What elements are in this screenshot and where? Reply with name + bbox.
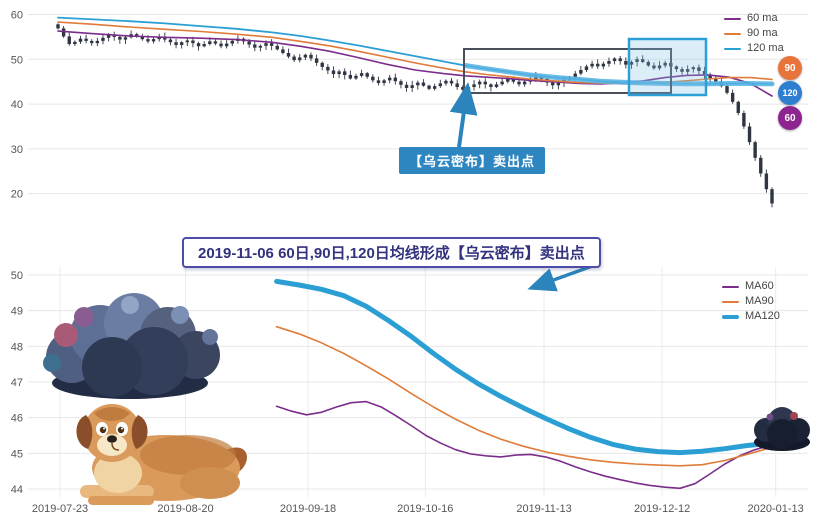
axis-labels: 20 30 40 50 60 xyxy=(11,9,23,200)
annotation-banner: 2019-11-06 60日,90日,120日均线形成【乌云密布】卖出点 xyxy=(182,237,601,268)
svg-text:50: 50 xyxy=(11,54,23,66)
svg-text:2019-10-16: 2019-10-16 xyxy=(397,503,453,515)
gray-highlight-box xyxy=(463,48,672,94)
ma60-badge: 60 xyxy=(778,106,802,130)
ma120-highlight-segment xyxy=(462,63,775,87)
legend-swatch-MA120-icon xyxy=(722,314,739,319)
ma90-badge: 90 xyxy=(778,56,802,80)
legend-label-60ma: 60 ma xyxy=(747,12,778,24)
svg-text:40: 40 xyxy=(11,99,23,111)
svg-text:46: 46 xyxy=(11,413,23,425)
svg-text:2019-07-23: 2019-07-23 xyxy=(32,503,88,515)
legend-label-MA60: MA60 xyxy=(745,280,774,292)
legend-item-MA120: MA120 xyxy=(722,311,780,322)
legend-label-90ma: 90 ma xyxy=(747,27,778,39)
svg-text:50: 50 xyxy=(11,270,23,282)
svg-text:47: 47 xyxy=(11,377,23,389)
legend-item-60ma: 60 ma xyxy=(724,13,784,24)
svg-text:45: 45 xyxy=(11,448,23,460)
legend-item-MA60: MA60 xyxy=(722,281,780,292)
bottom-chart-canvas: 44 45 46 47 48 49 50 2019-07-23 2019-08-20 2019-0… xyxy=(11,267,810,515)
series-ma120 xyxy=(274,278,810,456)
svg-text:2020-01-13: 2020-01-13 xyxy=(747,503,803,515)
legend-item-120ma: 120 ma xyxy=(724,43,784,54)
svg-text:48: 48 xyxy=(11,341,23,353)
legend-swatch-90ma-icon xyxy=(724,32,741,35)
ma120-badge: 120 xyxy=(778,81,802,105)
svg-text:2019-12-12: 2019-12-12 xyxy=(634,503,690,515)
svg-text:60: 60 xyxy=(11,9,23,21)
top-chart-canvas: 20 30 40 50 60 xyxy=(11,9,808,208)
svg-text:30: 30 xyxy=(11,144,23,156)
series-60-ma xyxy=(57,30,773,97)
blue-highlight-box xyxy=(627,37,708,97)
top-chart-legend: 60 ma 90 ma 120 ma xyxy=(724,13,784,54)
sell-point-callout: 【乌云密布】卖出点 xyxy=(399,147,546,174)
legend-item-90ma: 90 ma xyxy=(724,28,784,39)
svg-text:44: 44 xyxy=(11,484,23,496)
svg-text:20: 20 xyxy=(11,189,23,201)
svg-text:2019-08-20: 2019-08-20 xyxy=(157,503,213,515)
legend-label-120ma: 120 ma xyxy=(747,42,784,54)
legend-swatch-60ma-icon xyxy=(724,17,741,20)
legend-swatch-MA60-icon xyxy=(722,285,739,288)
gridlines xyxy=(28,267,808,497)
bottom-chart-legend: MA60 MA90 MA120 xyxy=(722,281,780,322)
gridlines xyxy=(28,13,808,195)
legend-label-MA120: MA120 xyxy=(745,310,780,322)
series-ma90 xyxy=(275,325,808,467)
axis-labels: 44 45 46 47 48 49 50 2019-07-23 2019-08-20 2019-0… xyxy=(11,270,804,515)
legend-swatch-120ma-icon xyxy=(724,47,741,50)
legend-item-MA90: MA90 xyxy=(722,296,780,307)
legend-swatch-MA90-icon xyxy=(722,300,739,303)
svg-text:2019-11-13: 2019-11-13 xyxy=(516,503,571,515)
svg-text:2019-09-18: 2019-09-18 xyxy=(280,503,336,515)
series-ma60 xyxy=(275,400,808,490)
svg-text:49: 49 xyxy=(11,306,23,318)
legend-label-MA90: MA90 xyxy=(745,295,774,307)
